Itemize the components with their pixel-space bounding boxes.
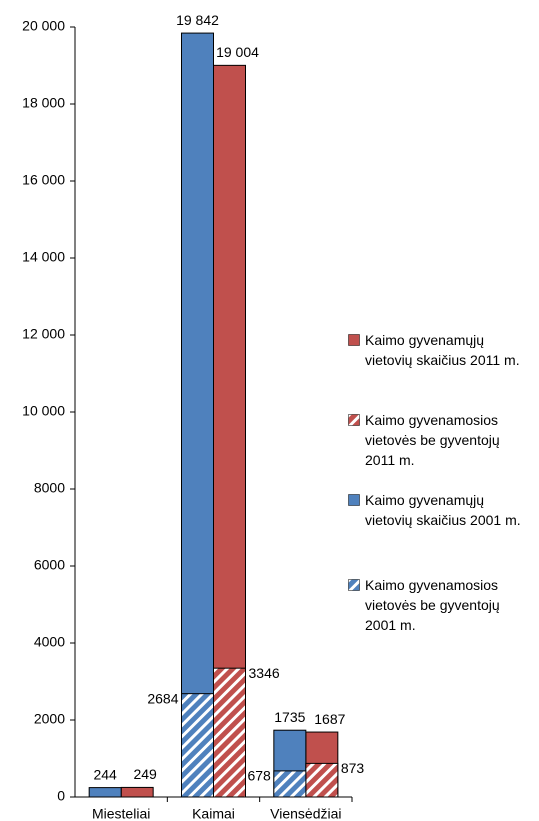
data-label: 678 bbox=[247, 768, 271, 784]
legend-swatch bbox=[348, 494, 360, 506]
legend-item: Kaimo gyvenamosios vietovės be gyventojų… bbox=[348, 575, 538, 635]
y-tick-label: 2000 bbox=[34, 711, 65, 727]
y-tick-label: 6000 bbox=[34, 557, 65, 573]
legend-color bbox=[348, 579, 360, 591]
data-label: 1735 bbox=[274, 709, 305, 725]
y-tick-label: 18 000 bbox=[22, 95, 65, 111]
legend-swatch bbox=[348, 334, 360, 346]
legend-color bbox=[348, 334, 360, 346]
y-tick-label: 14 000 bbox=[22, 249, 65, 265]
legend-label: Kaimo gyvenamosios vietovės be gyventojų… bbox=[365, 412, 500, 468]
data-label: 19 842 bbox=[176, 12, 219, 28]
legend-swatch bbox=[348, 414, 360, 426]
bar bbox=[88, 787, 122, 798]
legend-item: Kaimo gyvenamųjų vietovių skaičius 2001 … bbox=[348, 490, 538, 530]
data-label: 2684 bbox=[147, 690, 178, 706]
hatched-bar bbox=[273, 770, 307, 798]
y-tick-label: 8000 bbox=[34, 480, 65, 496]
x-tick-label: Miesteliai bbox=[92, 806, 150, 821]
data-label: 873 bbox=[341, 760, 365, 776]
hatched-bar bbox=[305, 762, 339, 798]
legend-label: Kaimo gyvenamosios vietovės be gyventojų… bbox=[365, 577, 500, 633]
bar bbox=[120, 786, 154, 798]
data-label: 244 bbox=[93, 766, 117, 782]
legend-swatch bbox=[348, 579, 360, 591]
legend-color bbox=[348, 494, 360, 506]
y-tick-label: 20 000 bbox=[22, 18, 65, 34]
legend-item: Kaimo gyvenamosios vietovės be gyventojų… bbox=[348, 410, 538, 470]
legend-label: Kaimo gyvenamųjų vietovių skaičius 2001 … bbox=[365, 492, 521, 528]
legend-item: Kaimo gyvenamųjų vietovių skaičius 2011 … bbox=[348, 330, 538, 370]
data-label: 1687 bbox=[314, 711, 345, 727]
bar bbox=[181, 32, 214, 798]
data-label: 3346 bbox=[249, 665, 280, 681]
data-label: 19 004 bbox=[216, 44, 259, 60]
hatched-bar bbox=[213, 667, 246, 798]
legend-label: Kaimo gyvenamųjų vietovių skaičius 2011 … bbox=[365, 332, 520, 368]
y-tick-label: 16 000 bbox=[22, 172, 65, 188]
x-tick-label: Viensėdžiai bbox=[270, 806, 341, 821]
data-label: 249 bbox=[133, 766, 157, 782]
y-tick-label: 4000 bbox=[34, 634, 65, 650]
y-tick-label: 10 000 bbox=[22, 403, 65, 419]
x-tick-label: Kaimai bbox=[192, 806, 235, 821]
y-tick-label: 0 bbox=[57, 788, 65, 804]
y-tick-label: 12 000 bbox=[22, 326, 65, 342]
legend-color bbox=[348, 414, 360, 426]
hatched-bar bbox=[181, 693, 214, 798]
